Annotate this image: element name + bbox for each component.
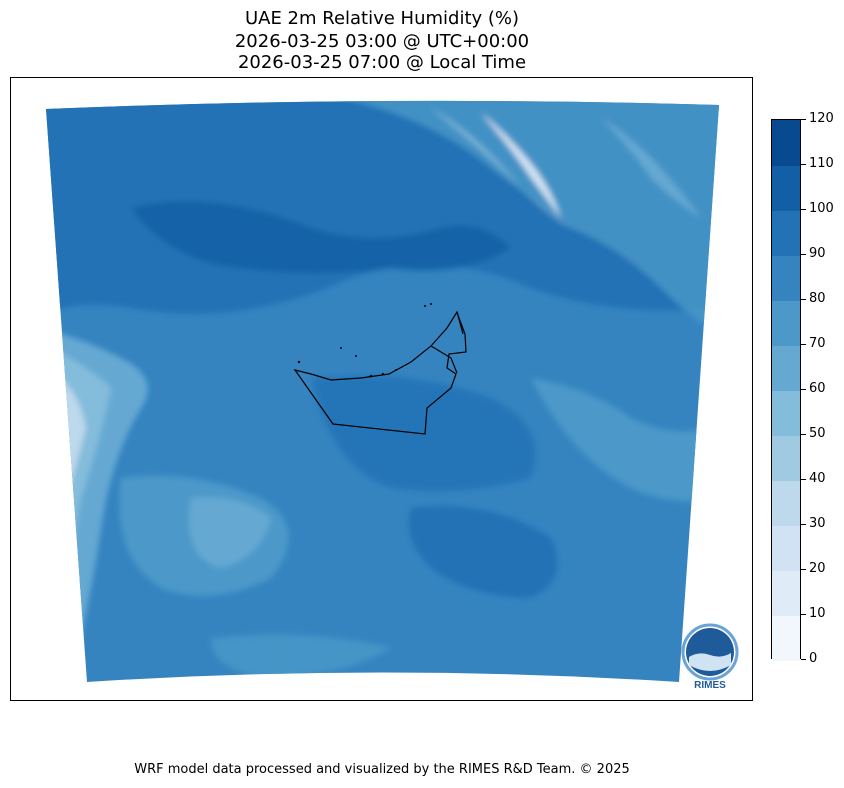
colorbar-tick-label: 20 (809, 561, 826, 576)
colorbar-band (772, 435, 800, 481)
map-title-line1: UAE 2m Relative Humidity (%) (244, 8, 520, 29)
colorbar-tick (801, 523, 806, 525)
colorbar-tick-label: 50 (809, 426, 826, 441)
colorbar-band (772, 300, 800, 346)
uae-islands (297, 303, 432, 378)
map-panel: RIMES (10, 77, 753, 701)
colorbar-tick-label: 120 (809, 111, 834, 126)
colorbar-tick-label: 10 (809, 606, 826, 621)
rimes-logo-text: RIMES (694, 680, 726, 691)
colorbar-tick (801, 298, 806, 300)
colorbar-band (772, 390, 800, 436)
colorbar-tick-label: 60 (809, 381, 826, 396)
colorbar-tick (801, 568, 806, 570)
colorbar-band (772, 525, 800, 571)
footer-credit: WRF model data processed and visualized … (134, 762, 630, 777)
colorbar-band (772, 120, 800, 166)
colorbar-band (772, 345, 800, 391)
colorbar-band (772, 570, 800, 616)
colorbar-tick-label: 30 (809, 516, 826, 531)
map-title-line2: 2026-03-25 03:00 @ UTC+00:00 (234, 31, 530, 52)
colorbar-tick (801, 613, 806, 615)
colorbar-tick (801, 163, 806, 165)
colorbar-tick (801, 118, 806, 120)
colorbar-tick-label: 90 (809, 246, 826, 261)
map-title-line3: 2026-03-25 07:00 @ Local Time (237, 52, 527, 73)
humidity-field (46, 100, 719, 683)
colorbar-tick (801, 433, 806, 435)
colorbar-tick-label: 80 (809, 291, 826, 306)
colorbar-band (772, 165, 800, 211)
colorbar (771, 119, 801, 661)
colorbar-tick-label: 40 (809, 471, 826, 486)
colorbar-tick-label: 70 (809, 336, 826, 351)
colorbar-band (772, 615, 800, 661)
colorbar-tick (801, 343, 806, 345)
colorbar-tick-label: 100 (809, 201, 834, 216)
rimes-logo: RIMES (681, 623, 739, 691)
colorbar-tick (801, 208, 806, 210)
colorbar-tick (801, 388, 806, 390)
colorbar-tick-label: 0 (809, 651, 818, 666)
colorbar-tick (801, 658, 806, 660)
colorbar-band (772, 255, 800, 301)
colorbar-tick-label: 110 (809, 156, 834, 171)
colorbar-tick (801, 478, 806, 480)
colorbar-tick (801, 253, 806, 255)
colorbar-band (772, 480, 800, 526)
humidity-map (46, 100, 719, 683)
colorbar-band (772, 210, 800, 256)
uae-boundary (293, 310, 467, 435)
